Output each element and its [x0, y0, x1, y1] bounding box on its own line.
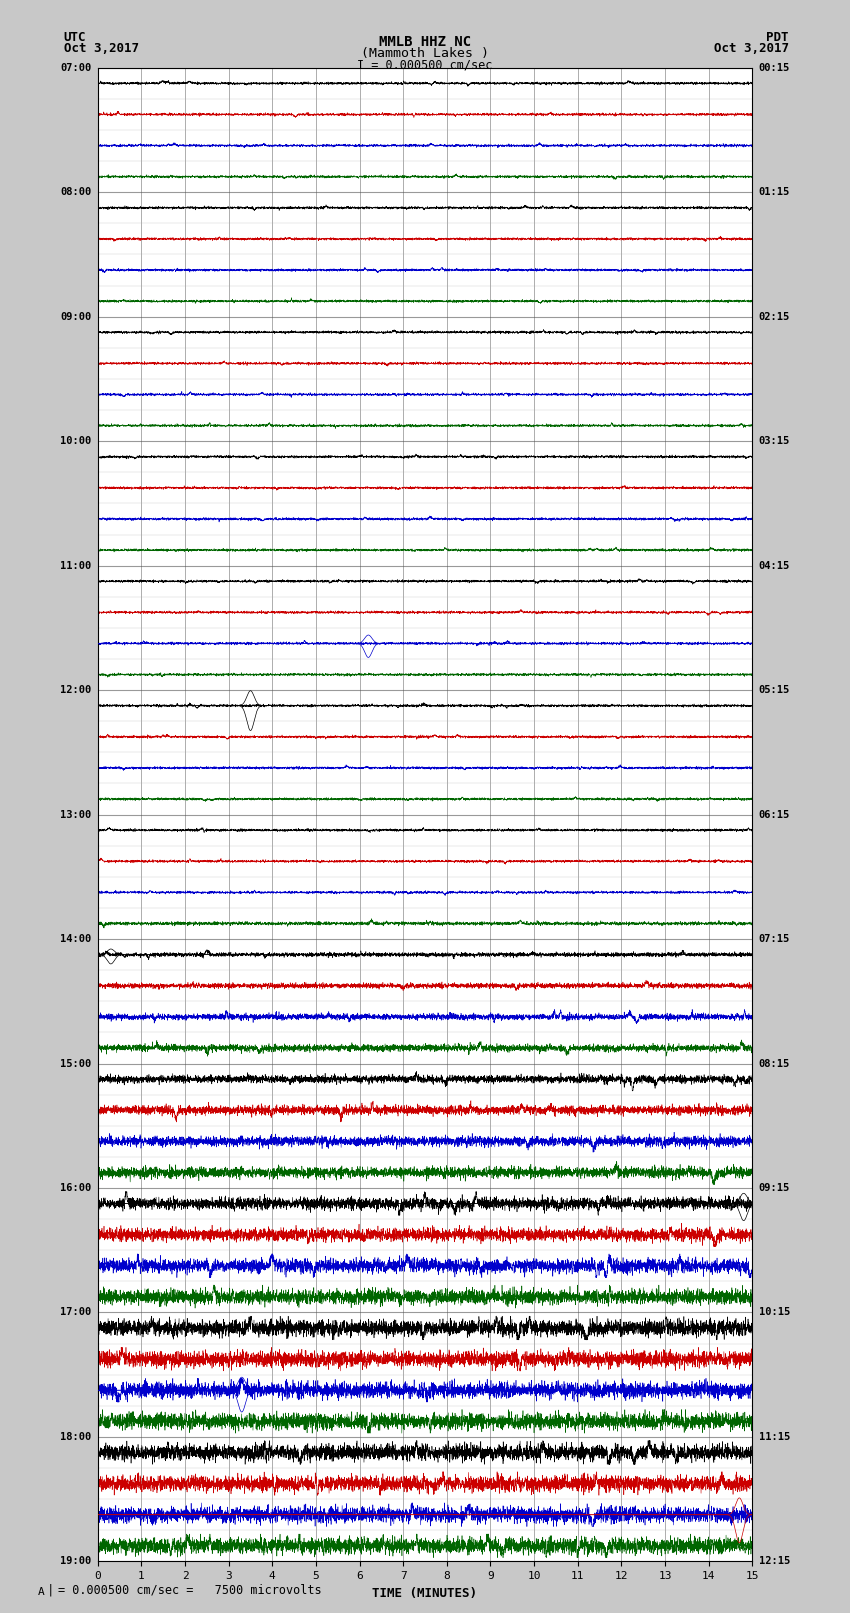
Text: Oct 3,2017: Oct 3,2017	[64, 42, 139, 55]
Text: Oct 3,2017: Oct 3,2017	[714, 42, 789, 55]
Text: 04:15: 04:15	[759, 561, 790, 571]
Text: 17:00: 17:00	[60, 1308, 91, 1318]
Text: MMLB HHZ NC: MMLB HHZ NC	[379, 35, 471, 50]
Text: 07:00: 07:00	[60, 63, 91, 73]
Text: 01:15: 01:15	[759, 187, 790, 197]
Text: 03:15: 03:15	[759, 436, 790, 447]
Text: 09:15: 09:15	[759, 1182, 790, 1194]
Text: 15:00: 15:00	[60, 1058, 91, 1068]
Text: 11:15: 11:15	[759, 1432, 790, 1442]
Text: 18:00: 18:00	[60, 1432, 91, 1442]
Text: 08:00: 08:00	[60, 187, 91, 197]
Text: |: |	[47, 1584, 54, 1597]
Text: 16:00: 16:00	[60, 1182, 91, 1194]
Text: 05:15: 05:15	[759, 686, 790, 695]
Text: 02:15: 02:15	[759, 311, 790, 321]
Text: 12:15: 12:15	[759, 1557, 790, 1566]
Text: (Mammoth Lakes ): (Mammoth Lakes )	[361, 47, 489, 60]
Text: 19:00: 19:00	[60, 1557, 91, 1566]
Text: 00:15: 00:15	[759, 63, 790, 73]
Text: PDT: PDT	[767, 31, 789, 44]
X-axis label: TIME (MINUTES): TIME (MINUTES)	[372, 1587, 478, 1600]
Text: 10:00: 10:00	[60, 436, 91, 447]
Text: 07:15: 07:15	[759, 934, 790, 944]
Text: 10:15: 10:15	[759, 1308, 790, 1318]
Text: 08:15: 08:15	[759, 1058, 790, 1068]
Text: = 0.000500 cm/sec =   7500 microvolts: = 0.000500 cm/sec = 7500 microvolts	[58, 1584, 321, 1597]
Text: 12:00: 12:00	[60, 686, 91, 695]
Text: A: A	[38, 1587, 45, 1597]
Text: I = 0.000500 cm/sec: I = 0.000500 cm/sec	[357, 58, 493, 71]
Text: 09:00: 09:00	[60, 311, 91, 321]
Text: 11:00: 11:00	[60, 561, 91, 571]
Text: UTC: UTC	[64, 31, 86, 44]
Text: 13:00: 13:00	[60, 810, 91, 819]
Text: 14:00: 14:00	[60, 934, 91, 944]
Text: 06:15: 06:15	[759, 810, 790, 819]
